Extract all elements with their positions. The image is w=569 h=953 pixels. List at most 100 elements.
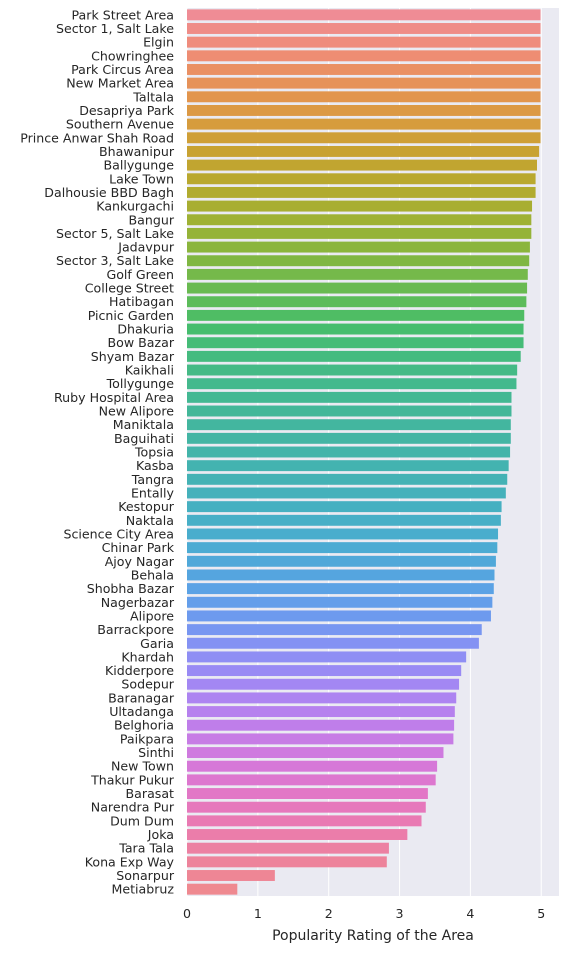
bar	[187, 719, 455, 731]
bar	[187, 132, 541, 144]
bar	[187, 460, 509, 472]
category-label: Golf Green	[106, 267, 174, 282]
category-label: Sector 1, Salt Lake	[56, 21, 174, 36]
x-axis-title: Popularity Rating of the Area	[272, 928, 474, 944]
category-label: Shyam Bazar	[91, 349, 175, 364]
category-label: Jadavpur	[117, 240, 175, 255]
bar	[187, 842, 389, 854]
bar	[187, 487, 506, 499]
bar	[187, 624, 482, 636]
category-label: Sinthi	[138, 745, 174, 760]
category-label: Kona Exp Way	[85, 854, 175, 869]
bar	[187, 446, 511, 458]
category-label: Kestopur	[118, 499, 175, 514]
category-label: College Street	[85, 281, 174, 296]
x-tick-label: 1	[254, 906, 262, 921]
bar	[187, 268, 528, 280]
bar	[187, 378, 517, 390]
category-label: Paikpara	[120, 731, 174, 746]
bar	[187, 637, 479, 649]
bar	[187, 774, 436, 786]
bar	[187, 610, 491, 622]
category-label: Garia	[140, 636, 174, 651]
bar	[187, 23, 541, 34]
bar	[187, 596, 493, 608]
bar	[187, 337, 524, 349]
bar	[187, 200, 533, 212]
category-label: New Market Area	[66, 76, 174, 91]
category-label: Barasat	[126, 786, 175, 801]
bar	[187, 678, 460, 690]
category-label: Kankurgachi	[96, 199, 174, 214]
bar	[187, 64, 541, 75]
bar	[187, 733, 454, 745]
category-label: Park Street Area	[72, 7, 174, 22]
x-tick-label: 0	[183, 906, 191, 921]
bar	[187, 569, 495, 581]
bar	[187, 706, 455, 718]
bar	[187, 159, 537, 171]
category-label: Bow Bazar	[107, 335, 174, 350]
bar	[187, 583, 494, 595]
bar	[187, 473, 508, 485]
category-label: Ballygunge	[103, 158, 174, 173]
bar	[187, 419, 511, 431]
bar	[187, 77, 541, 89]
category-label: Tollygunge	[106, 376, 175, 391]
category-label: Sonarpur	[116, 868, 175, 883]
bar	[187, 405, 512, 417]
category-label: Khardah	[121, 649, 174, 664]
category-label: Shobha Bazar	[87, 581, 175, 596]
bar	[187, 255, 530, 267]
bar	[187, 528, 499, 540]
category-label: Entally	[131, 485, 175, 500]
category-label: Southern Avenue	[66, 117, 174, 132]
category-label: Desapriya Park	[79, 103, 174, 118]
bar	[187, 50, 541, 62]
category-label: Topsia	[134, 445, 174, 460]
category-label: Narendra Pur	[91, 800, 175, 815]
category-label: Dum Dum	[110, 813, 174, 828]
x-tick-labels: 0 1 2 3 4 5	[183, 906, 545, 921]
bar	[187, 350, 521, 362]
bar	[187, 282, 528, 294]
x-tick-label: 2	[325, 906, 333, 921]
bar	[187, 555, 496, 567]
x-tick-label: 5	[537, 906, 545, 921]
bar	[187, 760, 438, 772]
bar	[187, 651, 467, 663]
bars	[187, 9, 541, 895]
category-label: Nagerbazar	[101, 595, 175, 610]
bar	[187, 870, 275, 881]
bar	[187, 432, 511, 444]
category-label: Kasba	[136, 458, 174, 473]
category-label: Ajoy Nagar	[105, 554, 175, 569]
bar	[187, 36, 541, 48]
category-label: Taltala	[132, 89, 174, 104]
category-label: Naktala	[126, 513, 174, 528]
bar	[187, 501, 502, 513]
category-label: Chinar Park	[102, 540, 175, 555]
x-tick-label: 4	[466, 906, 474, 921]
bar	[187, 296, 527, 308]
bar	[187, 214, 532, 226]
category-label: Baguihati	[114, 431, 174, 446]
category-label: Park Circus Area	[71, 62, 174, 77]
category-label: Joka	[147, 827, 174, 842]
category-label: Sector 5, Salt Lake	[56, 226, 174, 241]
bar	[187, 391, 512, 403]
category-label: Dalhousie BBD Bagh	[44, 185, 174, 200]
category-label: New Town	[111, 759, 174, 774]
bar	[187, 883, 238, 895]
bar	[187, 309, 525, 321]
bar	[187, 323, 524, 335]
category-label: Barrackpore	[97, 622, 174, 637]
category-label: New Alipore	[99, 404, 175, 419]
bar	[187, 173, 536, 185]
category-label: Dhakuria	[117, 322, 174, 337]
category-label: Bhawanipur	[99, 144, 175, 159]
bar	[187, 788, 428, 800]
bar	[187, 815, 422, 827]
